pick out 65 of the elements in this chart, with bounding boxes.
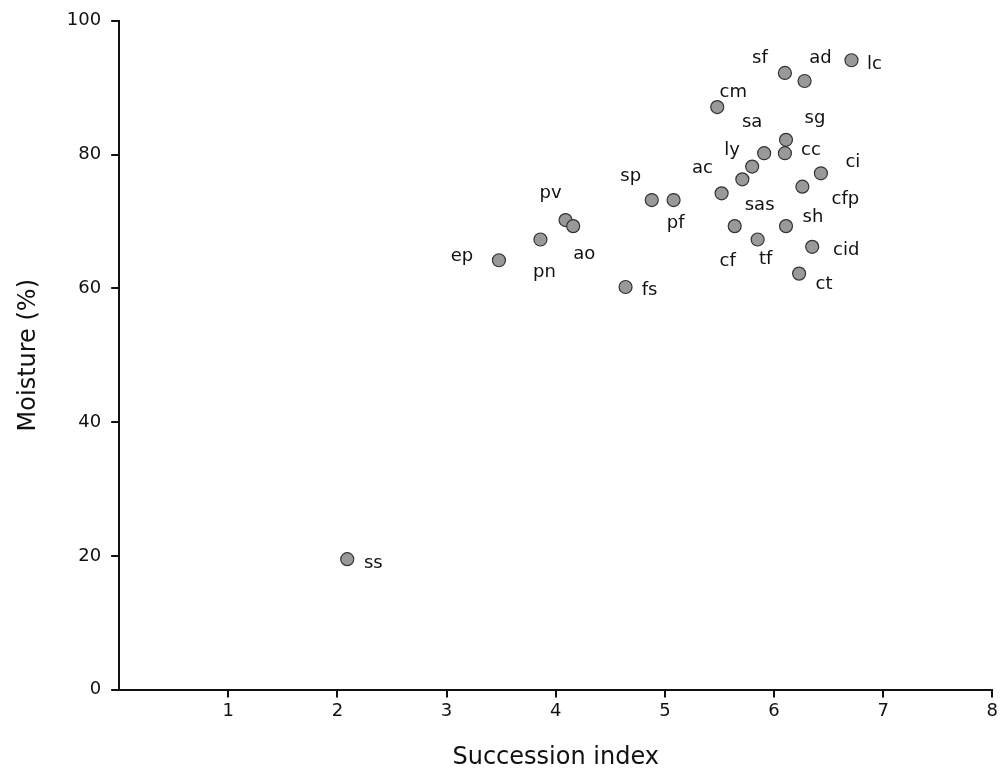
point xyxy=(777,146,793,161)
data-label: ss xyxy=(363,550,383,572)
point xyxy=(745,159,760,174)
data-label: ac xyxy=(691,155,713,177)
x-axis-title: Succession index xyxy=(452,741,659,770)
data-label: cfp xyxy=(831,187,860,209)
point xyxy=(533,232,548,247)
point xyxy=(777,65,793,81)
x-tick-label: 1 xyxy=(222,699,235,721)
data-label: sf xyxy=(752,45,769,67)
x-tick-label: 5 xyxy=(659,699,671,721)
data-label: ly xyxy=(724,138,741,160)
y-tick-label: 60 xyxy=(78,275,102,297)
data-label: tf xyxy=(758,247,773,269)
point xyxy=(710,99,725,115)
point xyxy=(618,279,633,295)
data-label: sa xyxy=(741,109,763,131)
y-axis-title: Moisture (%) xyxy=(12,278,41,432)
y-tick-label: 40 xyxy=(78,409,102,431)
point xyxy=(813,166,829,181)
data-label: ep xyxy=(450,243,474,265)
data-label: sh xyxy=(802,204,824,226)
data-label: fs xyxy=(641,277,658,299)
point xyxy=(792,266,807,281)
point xyxy=(340,552,355,567)
point xyxy=(805,239,820,254)
data-label: ci xyxy=(845,149,861,171)
data-label: ct xyxy=(815,272,833,294)
data-label: cf xyxy=(719,248,737,270)
point xyxy=(666,192,681,208)
y-tick-label: 100 xyxy=(66,8,102,30)
data-label: cm xyxy=(719,79,747,101)
point xyxy=(750,232,765,247)
x-tick-label: 6 xyxy=(768,699,780,721)
point xyxy=(795,179,810,194)
x-tick-label: 8 xyxy=(986,699,998,721)
data-label: pn xyxy=(533,260,556,282)
point xyxy=(491,253,507,268)
point xyxy=(778,219,794,234)
point xyxy=(566,219,581,234)
data-label: sas xyxy=(744,193,775,215)
point xyxy=(844,53,859,68)
point xyxy=(757,146,772,161)
point xyxy=(797,73,812,89)
data-label: ao xyxy=(573,241,596,263)
data-label: pf xyxy=(666,210,686,232)
data-label: cc xyxy=(801,137,821,159)
point xyxy=(714,186,729,201)
data-label: sp xyxy=(620,163,642,185)
x-tick-label: 3 xyxy=(440,699,453,721)
point xyxy=(644,192,659,208)
point xyxy=(727,219,742,234)
y-tick-label: 80 xyxy=(78,142,102,164)
y-tick-label: 0 xyxy=(89,677,102,699)
data-label: sg xyxy=(804,105,826,127)
data-label: pv xyxy=(539,180,562,202)
x-tick-label: 7 xyxy=(877,699,889,721)
data-label: ad xyxy=(809,45,832,67)
point xyxy=(778,132,794,147)
point xyxy=(735,172,750,187)
y-tick-label: 20 xyxy=(78,543,102,565)
data-label: lc xyxy=(867,51,882,73)
data-label: cid xyxy=(833,237,860,259)
x-tick-label: 2 xyxy=(331,699,344,721)
x-tick-label: 4 xyxy=(549,699,562,721)
